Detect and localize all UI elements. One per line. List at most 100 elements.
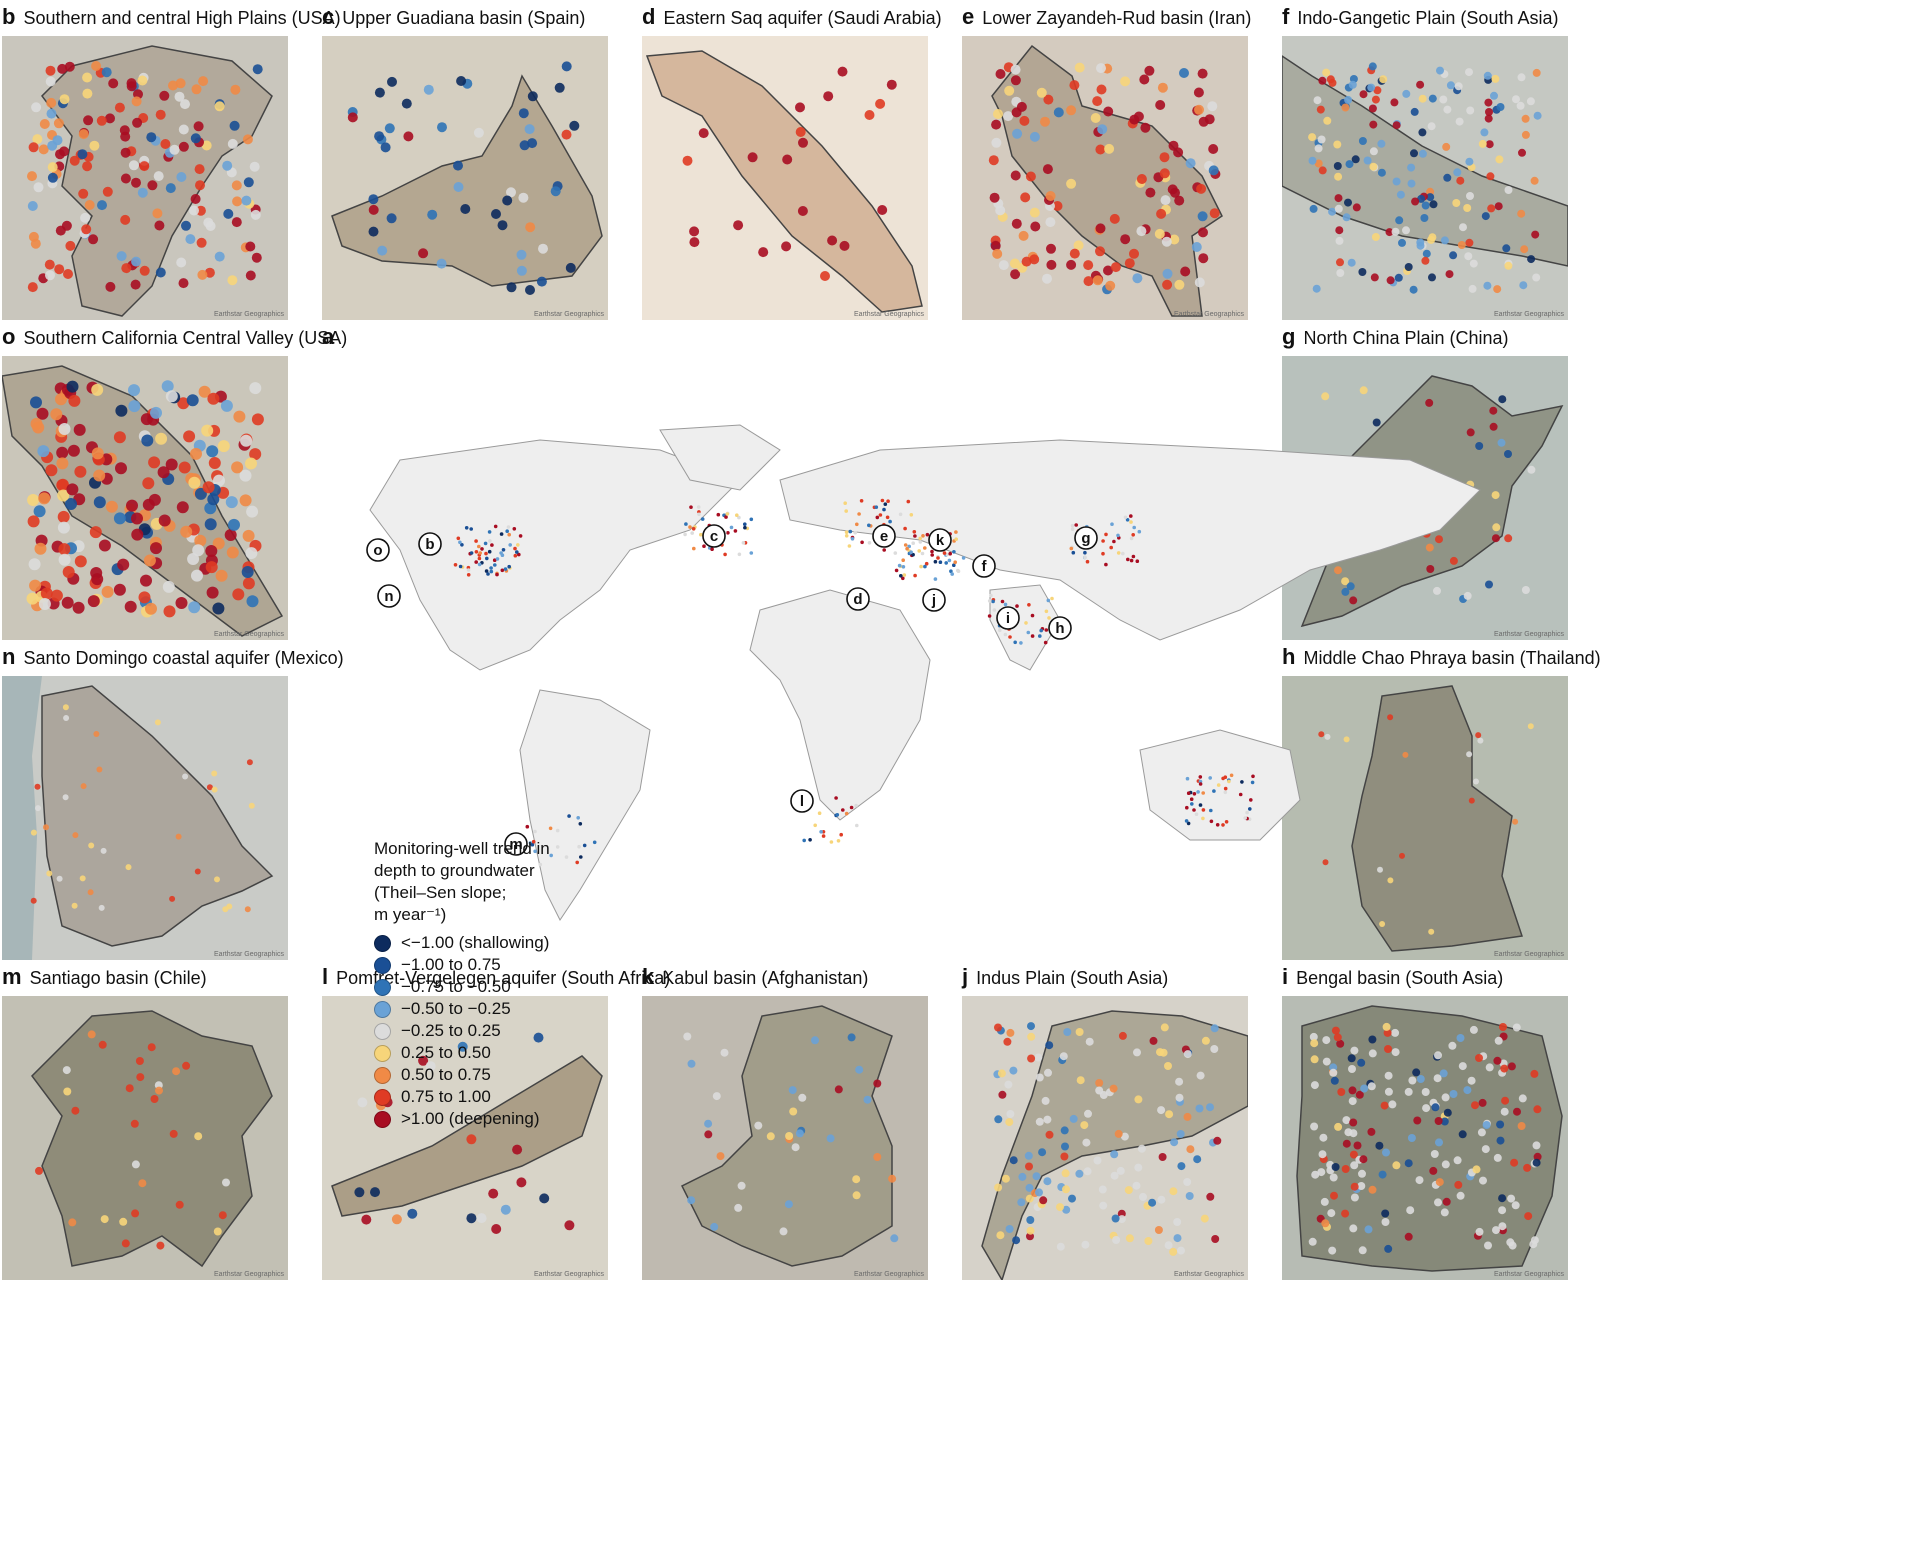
well-point [1000, 599, 1005, 604]
well-point [1120, 76, 1131, 87]
well-point [79, 875, 86, 882]
legend-item: >1.00 (deepening) [374, 1108, 550, 1130]
well-point [949, 569, 953, 573]
well-point [1410, 107, 1419, 116]
well-point [125, 864, 132, 871]
well-point [93, 496, 106, 509]
well-point [1311, 1170, 1320, 1179]
well-point [125, 1084, 134, 1093]
well-point [1396, 190, 1405, 199]
well-point [1096, 84, 1107, 95]
well-point [1083, 550, 1087, 555]
well-point [1428, 94, 1437, 103]
well-point [1137, 1144, 1146, 1153]
well-point [1385, 228, 1394, 237]
well-point [1313, 96, 1322, 105]
well-point [1440, 1117, 1449, 1126]
well-point [1456, 1034, 1465, 1042]
well-point [131, 1209, 140, 1218]
well-point [1413, 1116, 1422, 1125]
well-point [1025, 1194, 1034, 1203]
well-point [1379, 921, 1386, 927]
well-point [1521, 114, 1530, 123]
well-point [131, 96, 142, 107]
well-point [1189, 797, 1194, 801]
well-point [1463, 204, 1472, 212]
well-point [1066, 178, 1077, 189]
well-point [1060, 1152, 1069, 1161]
well-point [938, 560, 943, 564]
well-point [193, 121, 204, 132]
well-point [1382, 1148, 1390, 1157]
well-point [202, 481, 215, 494]
map-credit: Earthstar Geographics [213, 1271, 284, 1278]
aquifer-boundary [331, 1055, 603, 1217]
panel-title-text: Indo-Gangetic Plain (South Asia) [1297, 8, 1559, 28]
well-point [1375, 1141, 1384, 1150]
well-point [1330, 1076, 1339, 1085]
well-point [506, 525, 511, 529]
well-point [240, 434, 253, 447]
map-credit: Earthstar Geographics [1493, 631, 1564, 638]
well-point [1196, 1071, 1205, 1080]
well-point [1308, 156, 1317, 165]
well-point [1481, 212, 1490, 221]
well-point [1402, 226, 1410, 235]
well-point [834, 1085, 843, 1094]
well-point [57, 63, 68, 74]
well-point [474, 539, 478, 543]
well-point [901, 576, 905, 581]
map-credit: Earthstar Geographics [853, 1271, 924, 1278]
well-point [227, 275, 238, 286]
well-point [1183, 1050, 1192, 1059]
well-point [1425, 543, 1434, 552]
well-point [155, 432, 168, 445]
well-point [1383, 1028, 1392, 1037]
well-point [518, 534, 523, 538]
well-point [188, 476, 201, 489]
well-point [877, 205, 888, 215]
map-panel-k: Earthstar Geographics [642, 996, 928, 1280]
well-point [1027, 1022, 1035, 1031]
well-point [506, 282, 517, 293]
well-point [1322, 1057, 1331, 1066]
well-point [1224, 820, 1229, 824]
well-point [848, 529, 853, 534]
well-point [1043, 1115, 1052, 1124]
well-point [527, 138, 538, 149]
well-point [953, 560, 957, 564]
well-point [1045, 191, 1056, 201]
well-point [808, 838, 812, 842]
well-point [1319, 1133, 1328, 1142]
well-point [1333, 140, 1342, 149]
well-point [1418, 94, 1427, 103]
well-point [87, 595, 100, 608]
well-point [1093, 1156, 1102, 1165]
well-point [1341, 577, 1350, 586]
well-point [1347, 1054, 1356, 1063]
well-point [890, 1234, 899, 1243]
well-point [212, 602, 225, 615]
well-point [811, 1036, 819, 1045]
well-point [1038, 1148, 1047, 1157]
well-point [1056, 1242, 1065, 1251]
well-point [1201, 816, 1205, 821]
location-label-e: e [872, 524, 896, 548]
well-point [1478, 139, 1487, 148]
well-point [1493, 285, 1502, 294]
well-point [998, 1090, 1007, 1099]
well-point [1434, 1051, 1442, 1060]
well-point [368, 204, 379, 215]
well-point [1139, 1192, 1147, 1201]
well-point [1355, 1090, 1364, 1099]
well-point [782, 154, 793, 165]
well-point [1489, 422, 1498, 431]
well-point [192, 544, 205, 557]
well-point [791, 1143, 800, 1152]
well-point [867, 541, 872, 545]
panel-title-text: Lower Zayandeh-Rud basin (Iran) [982, 8, 1252, 28]
well-point [158, 514, 171, 527]
well-point [485, 556, 489, 561]
well-point [128, 400, 141, 413]
well-point [795, 102, 805, 113]
